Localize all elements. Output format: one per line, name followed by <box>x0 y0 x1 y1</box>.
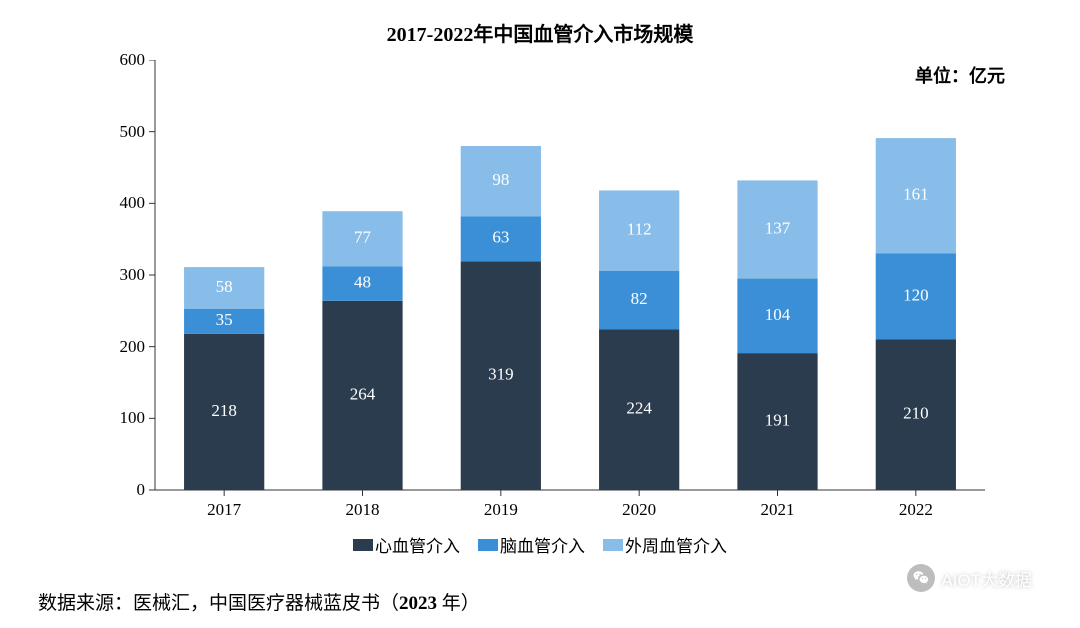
chart-plot: 218 35 58 264 48 77 319 63 98 224 82 112 191 104 137 21… <box>155 60 985 501</box>
source-label: 数据来源：医械汇，中国医疗器械蓝皮书（2023 年） <box>38 588 480 615</box>
source-prefix: 数据来源：医械汇，中国医疗器械蓝皮书（ <box>38 593 399 614</box>
legend-label: 外周血管介入 <box>625 532 727 557</box>
y-tick-label: 0 <box>105 480 145 500</box>
legend-item: 脑血管介入 <box>478 532 585 557</box>
wechat-icon <box>907 564 935 592</box>
legend-swatch <box>353 539 373 551</box>
x-tick-label: 2018 <box>346 500 380 520</box>
bar-value-label: 210 <box>903 404 929 423</box>
x-tick-label: 2019 <box>484 500 518 520</box>
legend-swatch <box>603 539 623 551</box>
bar-value-label: 77 <box>354 228 372 247</box>
bar-value-label: 48 <box>354 273 371 292</box>
y-tick-label: 400 <box>105 193 145 213</box>
bar-value-label: 35 <box>216 310 233 329</box>
bar-value-label: 191 <box>765 410 791 429</box>
bar-value-label: 161 <box>903 185 929 204</box>
source-year: 2023 <box>399 593 437 614</box>
bar-value-label: 82 <box>631 289 648 308</box>
source-tail: 年） <box>437 593 480 614</box>
bar-value-label: 63 <box>492 228 509 247</box>
legend-swatch <box>478 539 498 551</box>
bar-value-label: 319 <box>488 365 514 384</box>
bar-value-label: 58 <box>216 277 233 296</box>
bar-value-label: 104 <box>765 305 791 324</box>
x-tick-label: 2021 <box>761 500 795 520</box>
legend-item: 心血管介入 <box>353 532 460 557</box>
bar-value-label: 218 <box>211 401 237 420</box>
legend-item: 外周血管介入 <box>603 532 727 557</box>
y-tick-label: 300 <box>105 265 145 285</box>
chart-legend: 心血管介入 脑血管介入 外周血管介入 <box>353 532 727 557</box>
x-tick-label: 2022 <box>899 500 933 520</box>
chart-title: 2017-2022年中国血管介入市场规模 <box>0 18 1080 47</box>
x-tick-label: 2017 <box>207 500 241 520</box>
bar-value-label: 112 <box>627 219 652 238</box>
bar-value-label: 98 <box>492 170 509 189</box>
watermark: AIOT大数据 <box>907 564 1032 592</box>
y-tick-label: 500 <box>105 122 145 142</box>
chart-svg: 218 35 58 264 48 77 319 63 98 224 82 112 191 104 137 21… <box>149 60 985 496</box>
watermark-text: AIOT大数据 <box>941 566 1032 591</box>
legend-label: 脑血管介入 <box>500 532 585 557</box>
bar-value-label: 224 <box>626 399 652 418</box>
y-tick-label: 200 <box>105 337 145 357</box>
bar-value-label: 137 <box>765 218 791 237</box>
legend-label: 心血管介入 <box>375 532 460 557</box>
bar-value-label: 120 <box>903 285 929 304</box>
y-tick-label: 600 <box>105 50 145 70</box>
bar-value-label: 264 <box>350 384 376 403</box>
x-tick-label: 2020 <box>622 500 656 520</box>
y-tick-label: 100 <box>105 408 145 428</box>
